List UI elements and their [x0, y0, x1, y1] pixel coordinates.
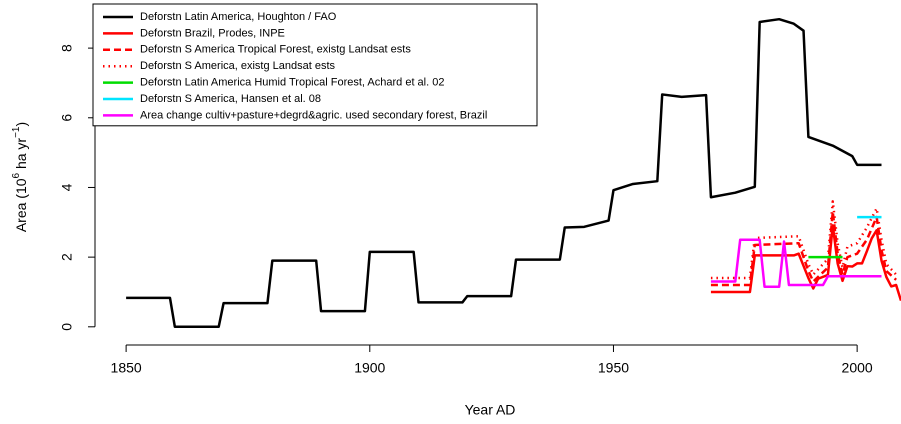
- legend-label: Deforstn Brazil, Prodes, INPE: [140, 27, 285, 39]
- y-axis-title: Area (106 ha yr−1): [11, 122, 29, 232]
- legend-label: Deforstn Latin America Humid Tropical Fo…: [140, 77, 444, 89]
- y-tick-label: 8: [59, 44, 75, 52]
- series-line: [710, 224, 901, 302]
- y-title-sup: 6: [11, 172, 22, 178]
- legend-label: Deforstn S America, Hansen et al. 08: [140, 93, 321, 105]
- legend-label: Deforstn Latin America, Houghton / FAO: [140, 11, 337, 23]
- y-title-part: ): [13, 122, 29, 127]
- y-title-part: ha yr: [13, 138, 29, 173]
- y-title-part: Area (10: [13, 178, 29, 232]
- x-tick-label: 1950: [598, 360, 629, 376]
- x-tick-label: 1850: [111, 360, 142, 376]
- legend-box: [92, 3, 538, 127]
- y-title-sup: −1: [11, 126, 22, 138]
- legend-label: Deforstn S America Tropical Forest, exis…: [140, 44, 411, 56]
- y-tick-label: 2: [59, 253, 75, 261]
- y-tick-label: 4: [59, 183, 75, 191]
- x-tick-label: 2000: [842, 360, 873, 376]
- plot-area: [126, 17, 901, 329]
- y-tick-label: 0: [59, 323, 75, 331]
- x-axis-title: Year AD: [465, 402, 516, 418]
- series-line: [710, 238, 882, 288]
- series-line: [710, 210, 897, 287]
- x-tick-label: 1900: [354, 360, 385, 376]
- y-tick-label: 6: [59, 114, 75, 122]
- legend-label: Area change cultiv+pasture+degrd&agric. …: [140, 109, 487, 121]
- series-line: [126, 17, 882, 329]
- legend-label: Deforstn S America, existg Landsat ests: [140, 60, 336, 72]
